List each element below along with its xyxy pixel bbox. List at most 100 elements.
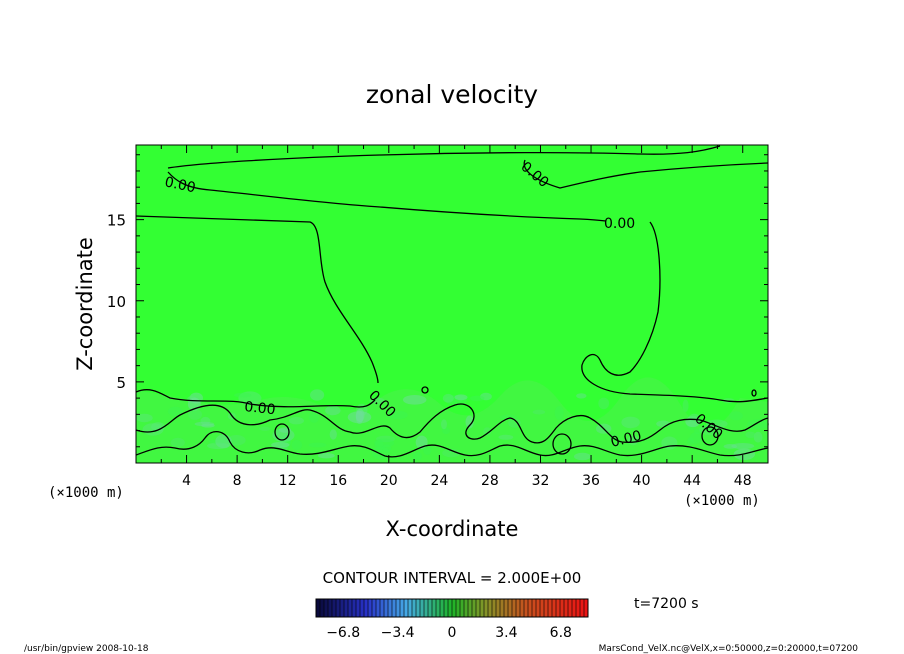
contour-label: 0.00: [244, 399, 277, 418]
x-tick-label: 20: [380, 473, 398, 489]
colorbar-ticks: −6.8 −3.4 0 3.4 6.8: [326, 625, 572, 641]
x-units-left: (×1000 m): [48, 485, 124, 501]
colorbar-cell: [444, 599, 449, 617]
colorbar-cell: [520, 599, 525, 617]
turbulence-speck: [325, 405, 341, 416]
colorbar-cell: [328, 599, 333, 617]
colorbar-cell: [384, 599, 389, 617]
contour-middle: [135, 215, 379, 384]
contour-lower-band: [135, 389, 376, 408]
colorbar-cell: [488, 599, 493, 617]
turbulence-speck: [483, 427, 492, 436]
x-units-right: (×1000 m): [684, 493, 760, 509]
turbulence-speck: [573, 452, 591, 461]
x-tick-label: 4: [182, 473, 191, 489]
x-axis-label: X-coordinate: [386, 517, 519, 541]
colorbar-cell: [396, 599, 401, 617]
x-tick-label: 48: [734, 473, 752, 489]
colorbar-tick-label: 6.8: [550, 625, 572, 641]
x-tick-label: 28: [481, 473, 499, 489]
turbulence-speck: [309, 411, 320, 423]
colorbar: −6.8 −3.4 0 3.4 6.8: [315, 598, 589, 641]
colorbar-tick-label: 0: [448, 625, 457, 641]
colorbar-cell: [580, 599, 585, 617]
turbulence-speck: [188, 409, 203, 420]
colorbar-cell: [460, 599, 465, 617]
turbulence-speck: [532, 409, 546, 415]
colorbar-cell: [388, 599, 393, 617]
colorbar-cell: [420, 599, 425, 617]
colorbar-cell: [380, 599, 385, 617]
colorbar-cell: [468, 599, 473, 617]
colorbar-cell: [376, 599, 381, 617]
colorbar-cell: [452, 599, 457, 617]
colorbar-cell: [400, 599, 405, 617]
contour-top-upper: [167, 145, 721, 169]
x-tick-label: 44: [683, 473, 701, 489]
turbulence-speck: [508, 418, 521, 428]
colorbar-cell: [412, 599, 417, 617]
turbulence-speck: [729, 411, 743, 421]
turbulence-speck: [170, 437, 185, 448]
colorbar-cell: [432, 599, 437, 617]
colorbar-cell: [340, 599, 345, 617]
colorbar-cell: [440, 599, 445, 617]
y-tick-label: 15: [107, 212, 126, 230]
turbulence-speck: [136, 413, 153, 423]
turbulence-speck: [470, 395, 485, 402]
plot-frame: [135, 144, 769, 464]
y-tick-label: 5: [116, 374, 126, 392]
colorbar-cell: [352, 599, 357, 617]
turbulence-speck: [347, 411, 372, 424]
colorbar-cell: [364, 599, 369, 617]
turbulence-speck: [747, 419, 769, 430]
contour-cell-b: [552, 433, 572, 455]
colorbar-tick-label: −3.4: [381, 625, 415, 641]
turbulence-speck: [259, 426, 271, 431]
colorbar-cell: [540, 599, 545, 617]
colorbar-cell: [320, 599, 325, 617]
colorbar-tick-label: 3.4: [495, 625, 517, 641]
contour-right-loop: [581, 221, 769, 403]
colorbar-cell: [556, 599, 561, 617]
turbulence-speck: [329, 429, 337, 440]
y-tick-label: 10: [107, 293, 126, 311]
contour-cell-a: [274, 423, 290, 441]
colorbar-cell: [584, 599, 589, 617]
colorbar-cell: [316, 599, 321, 617]
contour-cell-d: [421, 386, 429, 394]
colorbar-cell: [532, 599, 537, 617]
turbulence-speck: [423, 445, 432, 455]
colorbar-cell: [536, 599, 541, 617]
turbulence-speck: [194, 421, 215, 427]
turbulence-speck: [682, 399, 689, 412]
x-tick-label: 32: [532, 473, 550, 489]
colorbar-tick-label: −6.8: [326, 625, 360, 641]
colorbar-cell: [564, 599, 569, 617]
colorbar-cell: [372, 599, 377, 617]
turbulence-speck: [498, 434, 514, 440]
colorbar-cell: [476, 599, 481, 617]
y-axis: 5 10 15: [107, 154, 768, 448]
colorbar-cell: [428, 599, 433, 617]
chart-title: zonal velocity: [366, 80, 538, 109]
colorbar-cell: [480, 599, 485, 617]
turbulence-speck: [442, 448, 461, 458]
colorbar-cell: [408, 599, 413, 617]
footer-right: MarsCond_VelX.nc@VelX,x=0:50000,z=0:2000…: [599, 644, 859, 654]
colorbar-cell: [528, 599, 533, 617]
colorbar-cell: [416, 599, 421, 617]
x-tick-label: 16: [329, 473, 347, 489]
colorbar-cell: [392, 599, 397, 617]
turbulence-speck: [151, 422, 166, 432]
turbulence-speck: [454, 394, 468, 401]
turbulence-speck: [288, 417, 304, 425]
colorbar-frame: [315, 598, 589, 618]
turbulence-speck: [753, 431, 763, 443]
contour-lower-wavy: [135, 403, 769, 444]
colorbar-cell: [548, 599, 553, 617]
turbulence-speck: [745, 431, 756, 438]
colorbar-cell: [568, 599, 573, 617]
turbulence-speck: [598, 397, 610, 410]
